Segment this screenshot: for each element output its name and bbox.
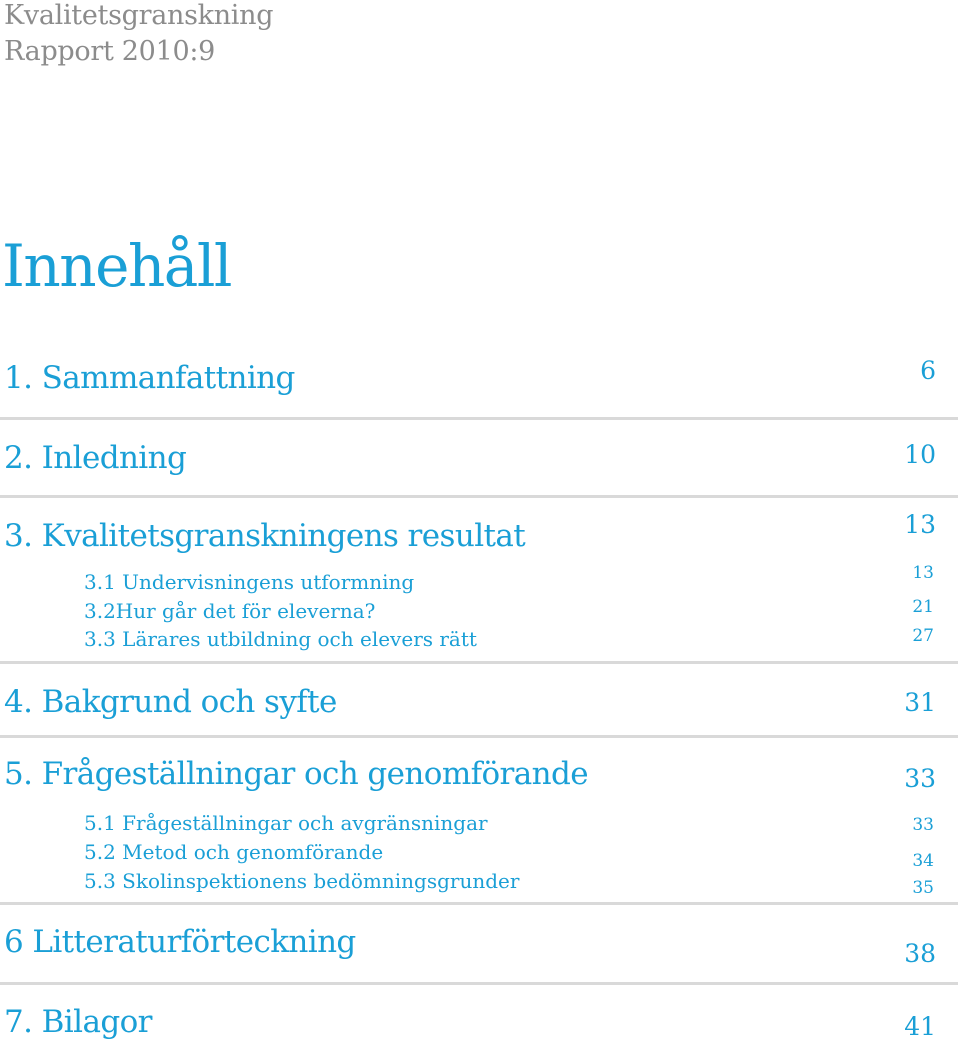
toc-entry-6-label[interactable]: 6 Litteraturförteckning xyxy=(4,924,356,960)
divider xyxy=(0,417,958,420)
toc-entry-5-label[interactable]: 5. Frågeställningar och genomförande xyxy=(4,756,589,792)
toc-entry-2-label[interactable]: 2. Inledning xyxy=(4,440,187,476)
report-number: Rapport 2010:9 xyxy=(4,36,215,67)
toc-entry-7-label[interactable]: 7. Bilagor xyxy=(4,1004,152,1040)
toc-entry-7-page: 41 xyxy=(904,1012,936,1041)
divider xyxy=(0,495,958,498)
toc-sub-3-1-label[interactable]: 3.1 Undervisningens utformning xyxy=(84,570,415,594)
toc-entry-3-label[interactable]: 3. Kvalitetsgranskningens resultat xyxy=(4,518,526,554)
toc-sub-5-3-label[interactable]: 5.3 Skolinspektionens bedömningsgrunder xyxy=(84,869,520,893)
document-series-title: Kvalitetsgranskning xyxy=(4,0,274,31)
divider xyxy=(0,902,958,905)
toc-sub-3-2-label[interactable]: 3.2Hur går det för eleverna? xyxy=(84,599,376,623)
toc-entry-1-label[interactable]: 1. Sammanfattning xyxy=(4,360,295,396)
toc-sub-5-2-label[interactable]: 5.2 Metod och genomförande xyxy=(84,840,384,864)
toc-entry-1-page: 6 xyxy=(920,356,936,385)
toc-entry-6-page: 38 xyxy=(904,939,936,968)
toc-sub-3-3-label[interactable]: 3.3 Lärares utbildning och elevers rätt xyxy=(84,627,477,651)
divider xyxy=(0,661,958,664)
toc-title: Innehåll xyxy=(2,232,232,300)
toc-entry-2-page: 10 xyxy=(904,440,936,469)
toc-entry-4-page: 31 xyxy=(904,688,936,717)
toc-sub-5-3-page: 35 xyxy=(912,878,934,898)
toc-sub-5-1-label[interactable]: 5.1 Frågeställningar och avgränsningar xyxy=(84,811,488,835)
toc-sub-5-1-page: 33 xyxy=(912,815,934,835)
toc-entry-5-page: 33 xyxy=(904,764,936,793)
toc-sub-3-3-page: 27 xyxy=(912,626,934,646)
toc-sub-5-2-page: 34 xyxy=(912,851,934,871)
toc-sub-3-1-page: 13 xyxy=(912,563,934,583)
toc-entry-4-label[interactable]: 4. Bakgrund och syfte xyxy=(4,684,337,720)
toc-sub-3-2-page: 21 xyxy=(912,597,934,617)
divider xyxy=(0,982,958,985)
divider xyxy=(0,735,958,738)
toc-entry-3-page: 13 xyxy=(904,510,936,539)
